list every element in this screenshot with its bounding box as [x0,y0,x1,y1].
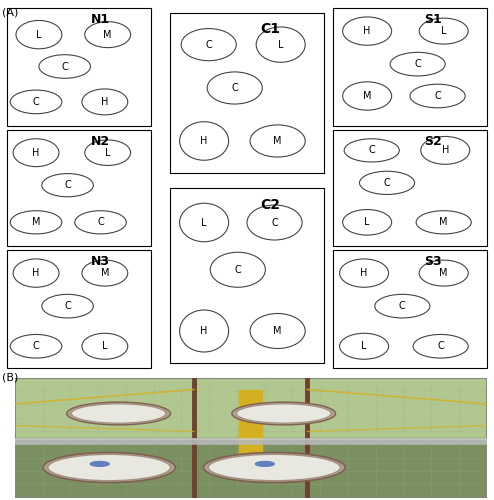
Text: C: C [434,91,441,101]
Text: (B): (B) [2,372,19,382]
Text: N1: N1 [91,13,110,26]
Text: L: L [278,40,284,50]
Text: H: H [33,268,40,278]
Text: C: C [235,265,241,275]
Text: H: H [201,326,208,336]
Text: C: C [64,301,71,311]
Text: M: M [101,268,109,278]
Text: C1: C1 [260,22,280,36]
Text: L: L [102,342,108,351]
Bar [239,390,262,456]
Bar [15,378,487,438]
Text: M: M [103,30,112,40]
Text: H: H [201,136,208,146]
Text: C: C [437,342,444,351]
Text: L: L [441,26,447,36]
Text: C: C [231,83,238,93]
Text: H: H [101,97,109,107]
Text: C: C [369,146,375,156]
Bar [15,438,487,498]
Text: C: C [271,218,278,228]
Text: H: H [442,146,449,156]
Text: M: M [32,218,41,228]
Text: L: L [105,148,111,158]
Ellipse shape [43,452,175,482]
Text: N3: N3 [91,255,110,268]
Text: C2: C2 [260,198,280,212]
Ellipse shape [90,462,109,466]
Text: M: M [273,136,282,146]
Ellipse shape [237,404,331,423]
Ellipse shape [67,402,170,425]
Text: C: C [384,178,390,188]
Ellipse shape [232,402,335,425]
Text: L: L [202,218,207,228]
Ellipse shape [48,454,170,480]
Text: C: C [61,62,68,72]
Ellipse shape [255,462,274,466]
Text: N2: N2 [91,134,110,147]
Text: C: C [399,301,406,311]
Text: H: H [33,148,40,158]
Text: H: H [364,26,371,36]
Text: C: C [64,180,71,190]
Ellipse shape [72,404,166,423]
Text: S3: S3 [424,255,442,268]
Text: L: L [365,218,370,228]
Text: M: M [273,326,282,336]
Text: M: M [363,91,371,101]
Text: S2: S2 [424,134,442,147]
Text: C: C [33,97,40,107]
Text: L: L [361,342,367,351]
Text: M: M [440,268,448,278]
Text: C: C [33,342,40,351]
Text: S1: S1 [424,13,442,26]
Ellipse shape [208,454,340,480]
Text: C: C [97,218,104,228]
Text: M: M [440,218,448,228]
Text: (A): (A) [2,8,19,18]
Ellipse shape [204,452,345,482]
Text: C: C [414,59,421,69]
Text: H: H [361,268,368,278]
Text: C: C [206,40,212,50]
Text: L: L [36,30,41,40]
